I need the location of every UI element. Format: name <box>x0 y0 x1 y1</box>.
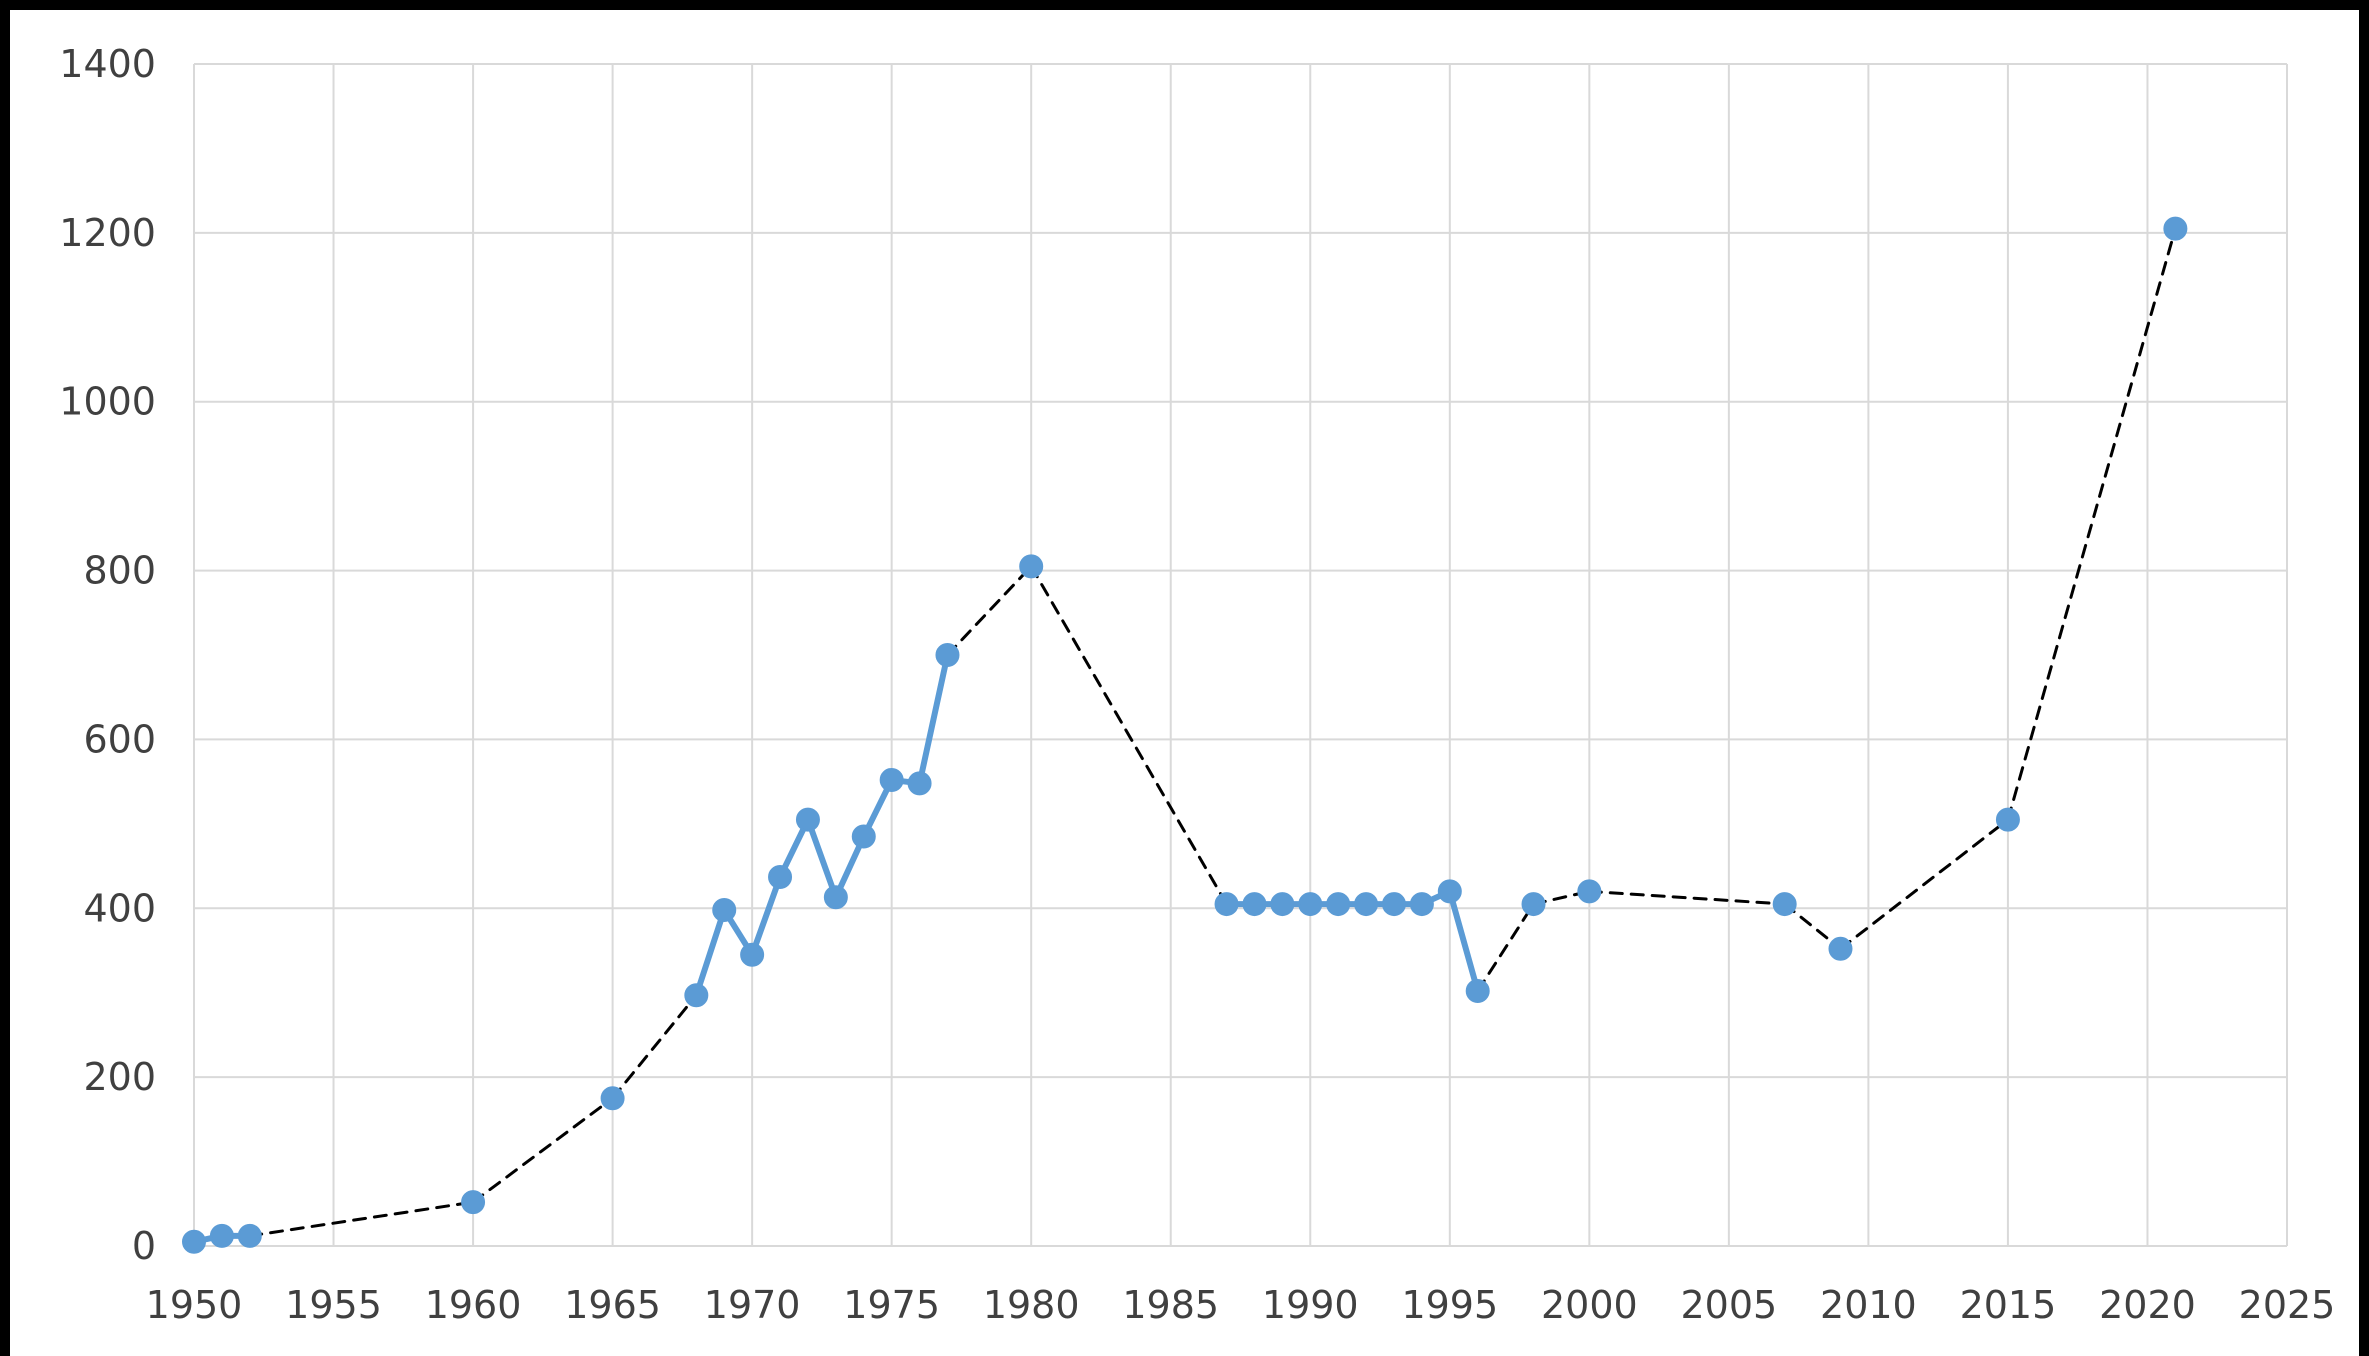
y-tick-label: 1400 <box>59 42 156 86</box>
data-point <box>935 643 960 667</box>
data-point <box>1270 892 1295 917</box>
interpolated-segment <box>1587 889 1787 906</box>
data-point <box>740 942 765 967</box>
data-point <box>1437 879 1462 904</box>
data-point <box>182 1229 206 1254</box>
x-tick-label: 1985 <box>1122 1283 1219 1327</box>
x-tick-label: 1990 <box>1262 1283 1359 1327</box>
y-tick-label: 400 <box>83 886 156 930</box>
interpolated-segment <box>471 1096 615 1204</box>
data-point <box>1577 879 1602 904</box>
interpolated-segment <box>945 564 1033 657</box>
interpolated-segment <box>1838 818 2010 951</box>
y-tick-label: 200 <box>83 1055 156 1099</box>
data-point <box>1828 936 1853 961</box>
data-markers <box>182 216 2188 1254</box>
data-point <box>1772 892 1797 917</box>
data-point <box>1326 892 1351 917</box>
y-tick-label: 800 <box>83 549 156 593</box>
data-point <box>1521 892 1546 917</box>
series-segment <box>1446 888 1481 995</box>
y-tick-label: 1200 <box>59 211 156 255</box>
data-point <box>1242 892 1267 917</box>
line-segments <box>191 227 2177 1245</box>
series-segment <box>693 906 728 999</box>
data-point <box>795 807 820 832</box>
data-point <box>851 824 876 849</box>
data-point <box>209 1223 234 1248</box>
series-segment <box>804 816 839 901</box>
y-tick-label: 600 <box>83 717 156 761</box>
x-tick-label: 2005 <box>1681 1283 1778 1327</box>
x-tick-label: 1995 <box>1401 1283 1498 1327</box>
x-tick-label: 2010 <box>1820 1283 1917 1327</box>
horizontal-gridlines <box>194 63 2287 1247</box>
x-axis-tick-labels: 1950 1955 1960 1965 1970 1975 1980 1985 1990 1995… <box>146 1283 2336 1327</box>
data-point <box>461 1190 486 1215</box>
x-tick-label: 2000 <box>1541 1283 1638 1327</box>
data-point <box>1214 892 1239 917</box>
interpolated-segment <box>248 1200 475 1238</box>
data-point <box>907 771 932 796</box>
x-tick-label: 2025 <box>2239 1283 2336 1327</box>
x-tick-label: 1975 <box>843 1283 940 1327</box>
series-segment <box>749 874 784 958</box>
series-segment <box>916 652 951 787</box>
interpolated-segment <box>611 993 698 1100</box>
data-point <box>684 983 709 1008</box>
x-tick-label: 1950 <box>146 1283 243 1327</box>
data-point <box>600 1086 625 1111</box>
chart-frame: 1950 1955 1960 1965 1970 1975 1980 1985 1990 1995… <box>10 10 2359 1356</box>
data-point <box>879 767 904 792</box>
y-tick-label: 1000 <box>59 380 156 424</box>
interpolated-segment <box>1029 564 1229 906</box>
y-tick-label: 0 <box>132 1224 156 1268</box>
line-chart: 1950 1955 1960 1965 1970 1975 1980 1985 1990 1995… <box>59 42 2336 1327</box>
data-point <box>1995 807 2020 832</box>
interpolated-segment <box>2006 227 2177 822</box>
data-point <box>2163 216 2188 241</box>
data-point <box>1298 892 1323 917</box>
data-point <box>1354 892 1379 917</box>
x-tick-label: 2015 <box>1960 1283 2057 1327</box>
x-tick-label: 2020 <box>2099 1283 2196 1327</box>
data-point <box>1465 979 1490 1004</box>
data-point <box>1381 892 1406 917</box>
data-point <box>768 865 793 890</box>
x-tick-label: 1960 <box>425 1283 522 1327</box>
data-point <box>712 897 737 922</box>
interpolated-segment <box>1476 902 1536 993</box>
data-point <box>1019 554 1044 579</box>
vertical-gridlines <box>193 64 2288 1246</box>
data-point <box>823 885 848 910</box>
x-tick-label: 1970 <box>704 1283 801 1327</box>
x-tick-label: 1965 <box>564 1283 661 1327</box>
data-point <box>1409 892 1434 917</box>
x-tick-label: 1980 <box>983 1283 1080 1327</box>
x-tick-label: 1955 <box>285 1283 382 1327</box>
y-axis-tick-labels: 0 200 400 600 800 1000 1200 1400 <box>59 42 156 1268</box>
data-point <box>237 1223 262 1248</box>
